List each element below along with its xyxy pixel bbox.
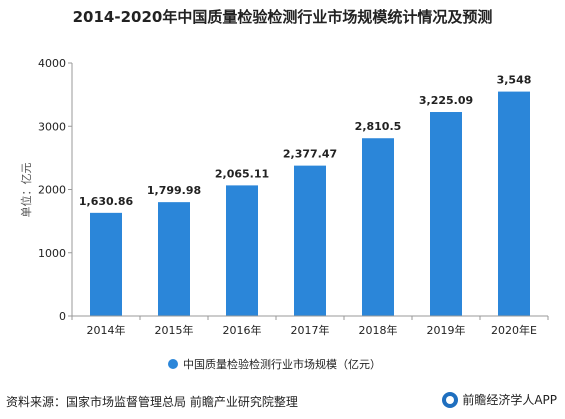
chart-title: 2014-2020年中国质量检验检测行业市场规模统计情况及预测: [72, 8, 493, 26]
bar: [498, 91, 530, 317]
data-label: 2,065.11: [215, 167, 269, 180]
data-label: 2,810.5: [355, 120, 402, 133]
bar: [90, 212, 122, 316]
data-label: 2,377.47: [283, 148, 337, 161]
bar: [362, 138, 394, 316]
bar: [294, 165, 326, 316]
x-tick-label: 2014年: [87, 323, 126, 337]
y-tick-label: 0: [59, 310, 66, 323]
data-label: 1,799.98: [147, 184, 201, 197]
data-label: 1,630.86: [79, 195, 134, 208]
x-tick-label: 2018年: [359, 323, 398, 337]
x-tick-label: 2015年: [155, 323, 194, 337]
y-tick-label: 3000: [38, 120, 66, 133]
x-tick-label: 2019年: [427, 323, 466, 337]
bar-chart: 0 1000 2000 3000 4000 单位：亿元 1,630.86 2014年 1,799…: [19, 57, 549, 371]
y-axis-label: 单位：亿元: [19, 163, 33, 218]
bar: [158, 202, 190, 316]
x-tick-label: 2016年: [223, 323, 262, 337]
y-tick-label: 2000: [38, 184, 66, 197]
brand-logo-icon: [442, 391, 459, 408]
x-tick-label: 2020年E: [491, 323, 537, 337]
legend-marker: [168, 359, 178, 369]
bar: [226, 185, 258, 316]
y-tick-label: 1000: [38, 247, 66, 260]
bar: [430, 112, 462, 316]
brand: 前瞻经济学人APP: [442, 391, 557, 408]
brand-name: 前瞻经济学人APP: [462, 393, 557, 407]
source-note: 资料来源：国家市场监督管理总局 前瞻产业研究院整理: [6, 395, 298, 409]
data-label: 3,548: [497, 74, 532, 87]
legend-label: 中国质量检验检测行业市场规模（亿元）: [183, 357, 381, 371]
data-label: 3,225.09: [419, 94, 473, 107]
x-tick-label: 2017年: [291, 323, 330, 337]
y-tick-label: 4000: [38, 57, 66, 70]
